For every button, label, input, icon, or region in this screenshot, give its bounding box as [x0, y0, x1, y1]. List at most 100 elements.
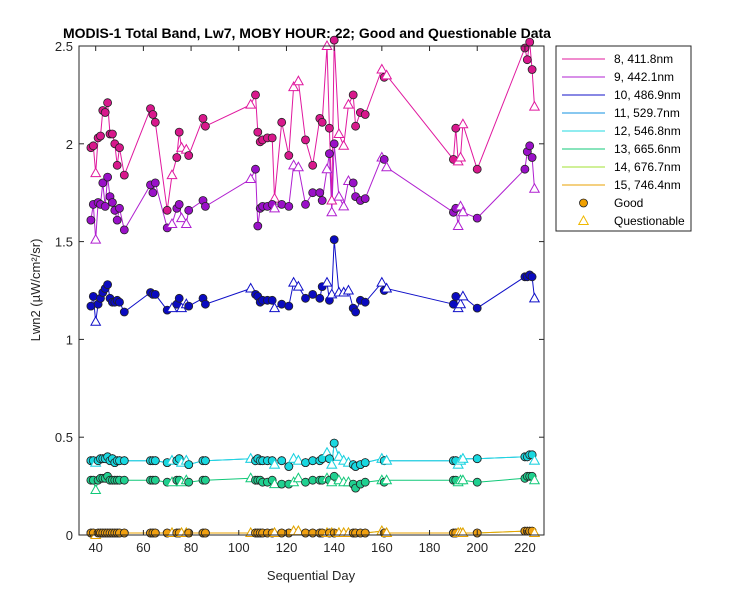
x-tick-label: 60	[136, 540, 150, 555]
legend: 8, 411.8nm 9, 442.1nm 10, 486.9nm 11, 529.7…	[555, 45, 692, 232]
legend-label: 14, 676.7nm	[614, 160, 681, 174]
good-point	[253, 127, 263, 137]
legend-label: 11, 529.7nm	[614, 106, 680, 120]
questionable-point	[381, 474, 393, 485]
good-point	[360, 477, 370, 487]
good-point	[100, 108, 110, 117]
questionable-point	[90, 483, 102, 495]
good-point	[324, 149, 334, 159]
good-point	[112, 215, 122, 225]
good-point	[527, 272, 537, 282]
questionable-point	[288, 81, 300, 92]
good-point	[119, 225, 129, 235]
questionable-point	[454, 151, 467, 162]
good-point	[112, 160, 122, 170]
good-point	[251, 90, 260, 100]
questionable-point	[528, 292, 541, 303]
good-point	[200, 299, 210, 309]
x-tick-label: 160	[371, 540, 393, 555]
questionable-point	[292, 280, 304, 291]
y-axis: 0 0.5 1 1.5 2 2.5	[55, 39, 544, 543]
good-point	[284, 301, 294, 311]
questionable-point	[457, 527, 469, 538]
questionable-point	[292, 472, 304, 483]
questionable-point	[376, 63, 388, 74]
good-point	[472, 164, 482, 174]
good-point	[348, 178, 358, 188]
good-point	[329, 139, 339, 149]
good-point	[317, 117, 327, 127]
good-point	[108, 129, 117, 139]
good-point	[200, 201, 210, 211]
good-point	[150, 117, 160, 127]
good-point	[119, 170, 129, 180]
good-point	[308, 289, 318, 299]
good-point	[324, 123, 334, 133]
questionable-point	[457, 290, 469, 301]
legend-label: 8, 411.8nm	[614, 52, 673, 66]
good-point	[329, 235, 339, 245]
questionable-point	[457, 118, 469, 129]
good-point	[184, 477, 194, 487]
legend-label: 12, 546.8nm	[614, 124, 681, 138]
good-point	[119, 475, 129, 485]
good-point	[88, 141, 98, 151]
questionable-point	[454, 298, 467, 309]
good-point	[150, 528, 160, 538]
questionable-point	[528, 182, 541, 193]
good-point	[200, 528, 210, 538]
good-point	[301, 477, 310, 487]
plot-frame	[78, 45, 545, 536]
good-point	[360, 194, 370, 204]
questionable-point	[245, 172, 257, 184]
legend-marker-questionable	[577, 214, 590, 225]
good-point	[527, 65, 537, 74]
good-point	[198, 114, 208, 123]
questionable-point	[321, 276, 333, 287]
good-point	[174, 293, 184, 303]
good-point	[184, 205, 194, 215]
good-point	[162, 205, 172, 215]
good-point	[115, 297, 124, 307]
questionable-point	[268, 458, 281, 469]
x-axis-label: Sequential Day	[267, 568, 356, 583]
good-point	[472, 213, 482, 223]
x-tick-label: 200	[466, 540, 488, 555]
good-point	[119, 456, 129, 466]
y-tick-label: 2.5	[55, 39, 73, 54]
good-point	[184, 151, 194, 160]
questionable-point	[528, 527, 541, 538]
y-tick-label: 1.5	[55, 235, 73, 250]
good-point	[103, 280, 112, 290]
good-point	[150, 289, 160, 299]
questionable-point	[321, 163, 333, 174]
good-point	[174, 127, 184, 137]
questionable-point	[268, 202, 281, 213]
questionable-point	[292, 161, 304, 172]
questionable-point	[180, 217, 192, 228]
good-point	[525, 37, 535, 47]
good-point	[184, 460, 194, 470]
questionable-point	[457, 206, 469, 217]
good-point	[329, 438, 339, 448]
good-point	[148, 110, 158, 119]
x-tick-label: 40	[88, 540, 102, 555]
good-point	[360, 458, 370, 468]
good-point	[317, 196, 327, 205]
questionable-point	[381, 282, 393, 293]
good-point	[301, 293, 310, 303]
good-point	[267, 295, 277, 305]
good-point	[351, 121, 361, 131]
good-point	[86, 215, 96, 225]
good-point	[520, 164, 530, 174]
x-axis: 40 60 80 100 120 140 160 180 200 220	[88, 46, 536, 555]
questionable-point	[292, 75, 304, 86]
good-point	[329, 35, 339, 45]
x-tick-label: 220	[514, 540, 536, 555]
good-point	[174, 199, 184, 209]
good-point	[472, 303, 482, 313]
good-point	[253, 221, 263, 231]
questionable-point	[342, 284, 355, 295]
good-point	[315, 188, 325, 198]
